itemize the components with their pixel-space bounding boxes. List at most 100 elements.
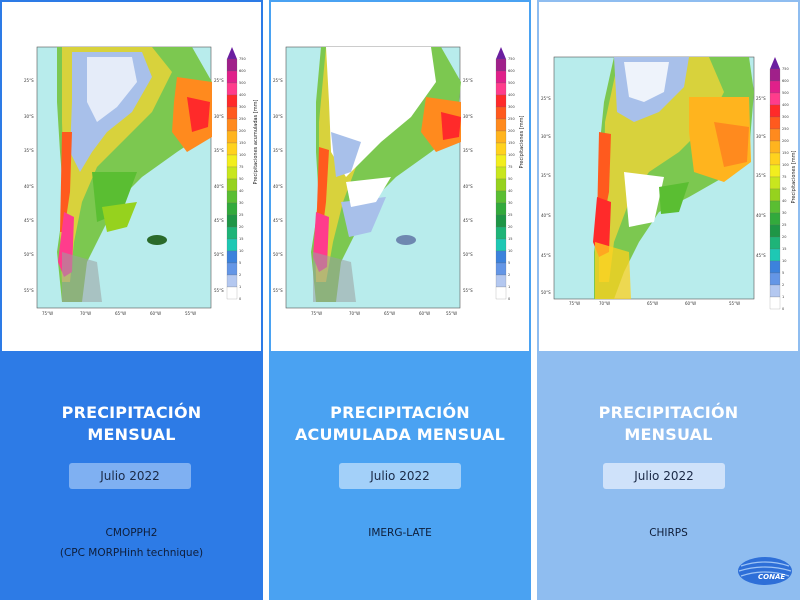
colorbar-segment bbox=[769, 296, 781, 310]
colorbar-segment bbox=[495, 262, 507, 276]
lat-label: 50°S bbox=[214, 252, 224, 257]
precipitation-map: 25°S 30°S 35°S 40°S 45°S 50°S 55°S 25°S … bbox=[273, 46, 525, 316]
colorbar-segment bbox=[769, 260, 781, 274]
lat-label: 45°S bbox=[463, 218, 473, 223]
lat-label: 25°S bbox=[541, 96, 551, 101]
colorbar-tick-label: 200 bbox=[508, 129, 515, 133]
lon-label: 55°W bbox=[446, 311, 457, 316]
lat-label: 45°S bbox=[541, 253, 551, 258]
lat-label: 25°S bbox=[756, 96, 766, 101]
colorbar-tick-label: 600 bbox=[239, 69, 246, 73]
colorbar-label: Precipitaciones acumuladas [mm] bbox=[253, 100, 259, 185]
colorbar-segment bbox=[495, 118, 507, 132]
colorbar-tick-label: 2 bbox=[508, 273, 510, 277]
colorbar-segment bbox=[495, 166, 507, 180]
colorbar-tick-label: 25 bbox=[239, 213, 243, 217]
lon-label: 60°W bbox=[150, 311, 161, 316]
colorbar-tick-label: 150 bbox=[239, 141, 246, 145]
panel-title: PRECIPITACIÓN MENSUAL bbox=[0, 402, 263, 446]
lon-label: 75°W bbox=[42, 311, 53, 316]
lat-label: 35°S bbox=[463, 148, 473, 153]
lat-label: 35°S bbox=[214, 148, 224, 153]
source-line: IMERG-LATE bbox=[368, 527, 432, 539]
colorbar-tick-label: 400 bbox=[239, 93, 246, 97]
colorbar-extend-arrow bbox=[770, 57, 780, 69]
lat-label: 40°S bbox=[541, 213, 551, 218]
title-line: MENSUAL bbox=[624, 425, 713, 444]
lat-label: 25°S bbox=[214, 78, 224, 83]
colorbar-tick-label: 10 bbox=[508, 249, 512, 253]
colorbar-segment bbox=[226, 190, 238, 204]
colorbar-tick-label: 300 bbox=[782, 115, 789, 119]
colorbar-segment bbox=[769, 128, 781, 142]
colorbar-segment bbox=[495, 106, 507, 120]
colorbar-segment bbox=[226, 130, 238, 144]
colorbar-tick-label: 750 bbox=[508, 57, 515, 61]
colorbar-tick-label: 600 bbox=[508, 69, 515, 73]
colorbar-segment bbox=[769, 200, 781, 214]
colorbar-segment bbox=[769, 104, 781, 118]
lat-label: 45°S bbox=[214, 218, 224, 223]
lon-label: 65°W bbox=[384, 311, 395, 316]
colorbar-segment bbox=[769, 140, 781, 154]
colorbar-tick-label: 600 bbox=[782, 79, 789, 83]
colorbar-segment bbox=[226, 178, 238, 192]
lon-label: 70°W bbox=[349, 311, 360, 316]
colorbar-segment bbox=[495, 238, 507, 252]
lat-label: 30°S bbox=[24, 114, 34, 119]
colorbar-segment bbox=[769, 272, 781, 286]
colorbar-tick-label: 20 bbox=[239, 225, 243, 229]
lon-label: 65°W bbox=[115, 311, 126, 316]
colorbar-tick-label: 250 bbox=[239, 117, 246, 121]
lat-label: 30°S bbox=[214, 114, 224, 119]
colorbar-tick-label: 25 bbox=[508, 213, 512, 217]
colorbar-tick-label: 200 bbox=[239, 129, 246, 133]
date-badge: Julio 2022 bbox=[339, 463, 461, 489]
lat-label: 30°S bbox=[463, 114, 473, 119]
lat-label: 50°S bbox=[24, 252, 34, 257]
colorbar-tick-label: 500 bbox=[782, 91, 789, 95]
lon-label: 70°W bbox=[599, 301, 610, 306]
colorbar-segment bbox=[226, 58, 238, 72]
colorbar-segment bbox=[495, 202, 507, 216]
colorbar-tick-label: 1 bbox=[239, 285, 241, 289]
colorbar-tick-label: 500 bbox=[239, 81, 246, 85]
colorbar-tick-label: 300 bbox=[239, 105, 246, 109]
colorbar-segment bbox=[495, 178, 507, 192]
colorbar-tick-label: 75 bbox=[508, 165, 512, 169]
colorbar-tick-label: 5 bbox=[239, 261, 241, 265]
colorbar-tick-label: 200 bbox=[782, 139, 789, 143]
colorbar-tick-label: 75 bbox=[239, 165, 243, 169]
lat-label: 55°S bbox=[463, 288, 473, 293]
lat-label: 25°S bbox=[24, 78, 34, 83]
lat-label: 35°S bbox=[541, 173, 551, 178]
lon-label: 70°W bbox=[80, 311, 91, 316]
colorbar-segment bbox=[495, 142, 507, 156]
lat-label: 30°S bbox=[541, 134, 551, 139]
colorbar-label: Precipitaciones [mm] bbox=[519, 115, 525, 168]
colorbar-segment bbox=[769, 152, 781, 166]
title-line: ACUMULADA MENSUAL bbox=[294, 425, 506, 444]
date-badge: Julio 2022 bbox=[603, 463, 725, 489]
colorbar-tick-label: 5 bbox=[782, 271, 784, 275]
lat-label: 50°S bbox=[273, 252, 283, 257]
map-frame: 25°S 30°S 35°S 40°S 45°S 50°S 55°S 25°S … bbox=[0, 0, 263, 353]
title-line: PRECIPITACIÓN bbox=[598, 403, 739, 422]
lat-label: 35°S bbox=[273, 148, 283, 153]
colorbar-tick-label: 30 bbox=[239, 201, 243, 205]
colorbar-segment bbox=[495, 250, 507, 264]
logo-text: CONAE bbox=[758, 573, 786, 581]
colorbar-tick-label: 500 bbox=[508, 81, 515, 85]
colorbar-tick-label: 0 bbox=[239, 297, 241, 301]
colorbar-segment bbox=[769, 116, 781, 130]
colorbar-tick-label: 40 bbox=[782, 199, 786, 203]
lat-label: 35°S bbox=[756, 173, 766, 178]
colorbar-tick-label: 40 bbox=[239, 189, 243, 193]
colorbar-tick-label: 400 bbox=[782, 103, 789, 107]
colorbar-tick-label: 400 bbox=[508, 93, 515, 97]
conae-logo-icon bbox=[738, 557, 792, 585]
colorbar-segment bbox=[769, 92, 781, 106]
colorbar-segment bbox=[226, 94, 238, 108]
colorbar-segment bbox=[495, 130, 507, 144]
colorbar-tick-label: 2 bbox=[239, 273, 241, 277]
